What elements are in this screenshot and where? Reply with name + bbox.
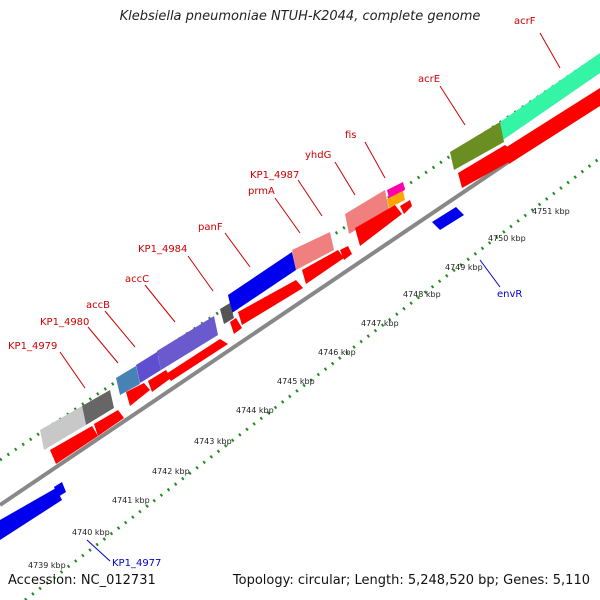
- band-segment-fis[interactable]: [387, 182, 405, 198]
- cds-arrow-KP1_4984[interactable]: [230, 318, 242, 334]
- kbp-label: 4743 kbp: [194, 437, 232, 446]
- band-segment-accC[interactable]: [157, 316, 218, 370]
- genome-stats-text: Topology: circular; Length: 5,248,520 bp…: [232, 573, 590, 588]
- kbp-label: 4749 kbp: [445, 263, 483, 272]
- cds-arrow-KP1_4987[interactable]: [340, 246, 352, 260]
- gene-label-KP1_4979[interactable]: KP1_4979: [8, 341, 57, 352]
- cds-arrow-panF[interactable]: [238, 280, 303, 325]
- gene-label-accB[interactable]: accB: [86, 300, 110, 311]
- kbp-label: 4744 kbp: [236, 406, 274, 415]
- cds-arrow-prmA[interactable]: [302, 250, 344, 284]
- kbp-label: 4748 kbp: [403, 290, 441, 299]
- kbp-label: 4739 kbp: [28, 561, 66, 570]
- cds-arrow-acrE[interactable]: [458, 145, 512, 188]
- leader-lines: [59, 32, 561, 562]
- gene-label-prmA[interactable]: prmA: [248, 186, 275, 197]
- kbp-label: 4747 kbp: [361, 319, 399, 328]
- band-segment-KP1_4980[interactable]: [116, 366, 140, 395]
- band-segment-panF[interactable]: [228, 252, 296, 313]
- gene-label-acrF[interactable]: acrF: [514, 16, 536, 27]
- cds-arrow-KP1_4977[interactable]: [0, 488, 62, 540]
- gene-label-envR[interactable]: envR: [497, 289, 522, 300]
- gene-label-KP1_4984[interactable]: KP1_4984: [138, 244, 187, 255]
- band-segment-prmA[interactable]: [292, 232, 334, 270]
- inner-tick-ring: [24, 156, 600, 600]
- cds-arrow-small-reverse[interactable]: [54, 482, 66, 497]
- kbp-label: 4745 kbp: [277, 377, 315, 386]
- band-segment-KP1_4984[interactable]: [220, 303, 234, 324]
- cds-arrow-accC[interactable]: [166, 339, 228, 381]
- cds-arrow-yhdG[interactable]: [355, 205, 402, 246]
- cds-arrow-KP1_4978[interactable]: [50, 426, 98, 464]
- cds-arrow-KP1_4979[interactable]: [94, 410, 124, 436]
- kbp-label: 4746 kbp: [318, 348, 356, 357]
- accession-text: Accession: NC_012731: [8, 573, 156, 588]
- band-segment-acrE[interactable]: [450, 122, 504, 170]
- kbp-label: 4742 kbp: [152, 467, 190, 476]
- cds-arrow-fis[interactable]: [400, 200, 412, 214]
- gene-label-KP1_4980[interactable]: KP1_4980: [40, 317, 89, 328]
- gene-label-fis[interactable]: fis: [345, 130, 357, 141]
- band-segment-KP1_4979[interactable]: [82, 390, 114, 425]
- gene-label-KP1_4977[interactable]: KP1_4977: [112, 558, 161, 569]
- gene-label-acrE[interactable]: acrE: [418, 74, 440, 85]
- gene-label-yhdG[interactable]: yhdG: [305, 150, 331, 161]
- cds-arrow-accB[interactable]: [148, 370, 171, 392]
- kbp-labels: 4739 kbp 4740 kbp 4741 kbp 4742 kbp 4743…: [28, 207, 570, 570]
- gene-label-panF[interactable]: panF: [198, 222, 223, 233]
- band-segment-acrF[interactable]: [500, 53, 600, 142]
- band-segment-KP1_4978[interactable]: [40, 406, 86, 450]
- cds-arrow-KP1_4980[interactable]: [126, 383, 150, 406]
- forward-cds-track: [50, 88, 600, 464]
- kbp-label: 4750 kbp: [488, 234, 526, 243]
- backbone-line: [0, 98, 600, 507]
- map-title: Klebsiella pneumoniae NTUH-K2044, comple…: [119, 9, 481, 24]
- cds-arrow-envR[interactable]: [432, 207, 464, 230]
- gene-label-accC[interactable]: accC: [125, 274, 149, 285]
- gene-labels: acrF acrE fis yhdG KP1_4987 prmA panF KP…: [8, 16, 536, 569]
- kbp-label: 4740 kbp: [72, 528, 110, 537]
- feature-band: [40, 53, 600, 450]
- kbp-label: 4741 kbp: [112, 496, 150, 505]
- reverse-cds-track: [0, 207, 464, 540]
- gene-label-KP1_4987[interactable]: KP1_4987: [250, 170, 299, 181]
- band-segment-KP1_4987[interactable]: [345, 190, 389, 234]
- kbp-label: 4751 kbp: [532, 207, 570, 216]
- cds-arrow-acrF[interactable]: [505, 88, 600, 164]
- band-segment-accB[interactable]: [136, 352, 161, 383]
- band-segment-yhdG[interactable]: [387, 191, 405, 208]
